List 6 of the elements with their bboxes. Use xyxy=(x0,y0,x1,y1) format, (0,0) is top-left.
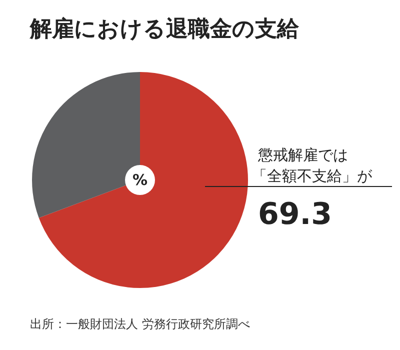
text: 懲戒解雇では xyxy=(257,146,348,164)
text: % xyxy=(132,170,148,189)
data-label: 69.3 xyxy=(258,197,332,232)
chart-title: 解雇における退職金の支給 xyxy=(30,16,299,44)
text: 出所：一般財団法人 労務行政研究所調べ xyxy=(30,316,250,333)
text: 「全額不支給」が xyxy=(252,167,373,185)
